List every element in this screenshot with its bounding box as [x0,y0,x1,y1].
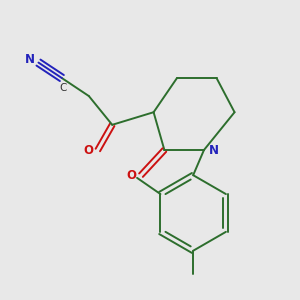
Text: N: N [25,53,35,66]
Text: O: O [127,169,137,182]
Text: N: N [208,143,219,157]
Text: O: O [83,143,94,157]
Text: C: C [59,83,66,93]
